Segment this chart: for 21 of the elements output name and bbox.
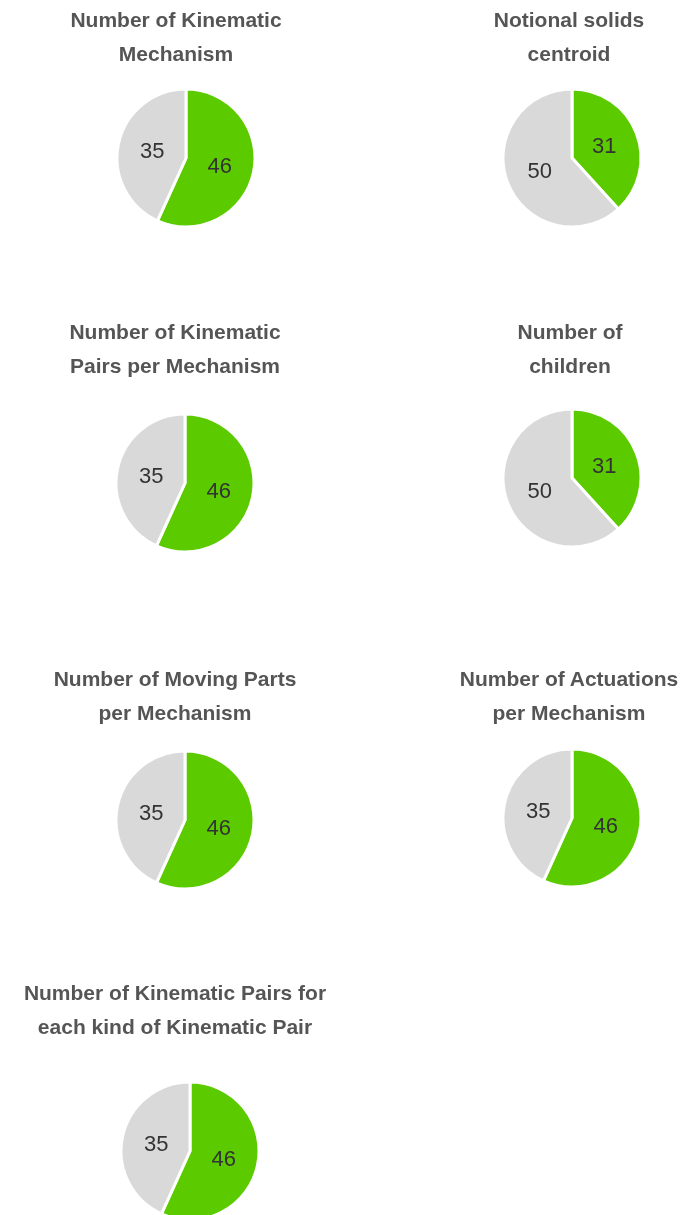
data-label: 35 (139, 463, 164, 489)
data-label: 35 (526, 798, 551, 824)
chart-title: Number of children (516, 319, 624, 379)
chart-title: Number of Kinematic Pairs per Mechanism (68, 319, 282, 379)
data-label: 46 (593, 812, 618, 838)
chart-title: Number of Kinematic Pairs for each kind of Kinematic Pair (22, 980, 328, 1040)
data-label: 31 (591, 133, 617, 159)
chart-title: Number of Moving Parts per Mechanism (52, 666, 298, 726)
data-label: 50 (527, 477, 553, 503)
data-label: 35 (140, 138, 165, 164)
data-label: 46 (207, 152, 232, 178)
data-label: 35 (139, 800, 164, 826)
data-label: 50 (527, 157, 553, 183)
data-label: 46 (206, 814, 231, 840)
chart-title: Number of Kinematic Mechanism (69, 7, 283, 67)
data-label: 35 (144, 1131, 169, 1157)
data-label: 46 (211, 1145, 236, 1171)
chart-title: Notional solids centroid (492, 7, 646, 67)
chart-title: Number of Actuations per Mechanism (458, 666, 680, 726)
data-label: 31 (591, 453, 617, 479)
data-label: 46 (206, 477, 231, 503)
